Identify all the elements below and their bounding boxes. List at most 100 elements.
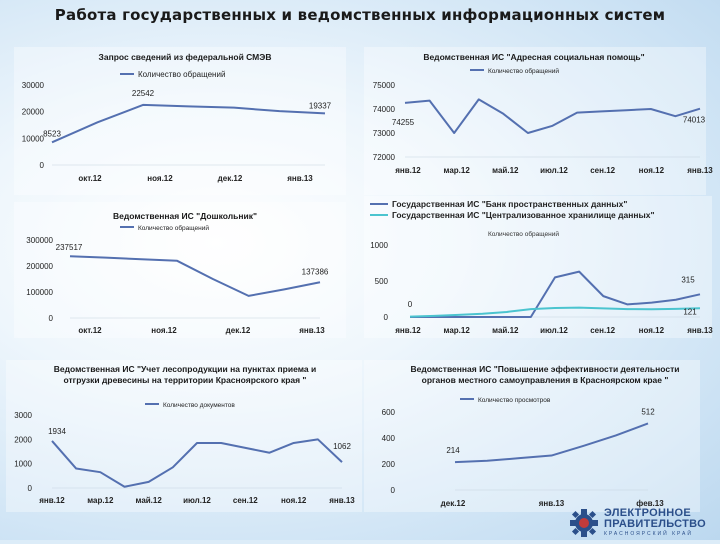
legend-label: Количество просмотров: [478, 397, 551, 404]
x-tick-label: май.12: [492, 326, 519, 335]
data-label: 1062: [333, 442, 351, 451]
x-tick-label: дек.12: [226, 326, 251, 335]
x-tick-label: июл.12: [540, 166, 568, 175]
chart-panel: [364, 360, 700, 512]
series-line: [51, 103, 326, 144]
x-tick-label: май.12: [492, 166, 519, 175]
chart-panel: [6, 360, 362, 512]
data-label: 0: [408, 300, 413, 309]
y-tick-label: 2000: [14, 435, 32, 444]
y-tick-label: 0: [28, 484, 33, 493]
chart-panel: [364, 47, 706, 195]
chart-title: Ведомственная ИС "Адресная социальная по…: [423, 52, 644, 62]
series-line: [51, 438, 343, 488]
chart-panel: [14, 47, 346, 195]
x-tick-label: янв.13: [687, 326, 713, 335]
chart-5: Ведомственная ИС "Учет лесопродукции на …: [6, 360, 362, 512]
series-line: [409, 306, 701, 318]
chart-title: Ведомственная ИС "Учет лесопродукции на …: [54, 364, 316, 374]
data-label: 8523: [43, 129, 61, 138]
y-tick-label: 600: [382, 408, 396, 417]
chart-2: Ведомственная ИС "Адресная социальная по…: [364, 47, 713, 195]
legend-caption: Количество обращений: [488, 230, 559, 238]
x-tick-label: окт.12: [78, 326, 102, 335]
x-tick-label: сен.12: [590, 326, 615, 335]
chart-panel: [14, 202, 346, 338]
x-tick-label: янв.13: [287, 174, 313, 183]
legend-label: Государственная ИС "Централизованное хра…: [392, 210, 655, 220]
y-tick-label: 200: [382, 460, 396, 469]
y-tick-label: 0: [49, 314, 54, 323]
chart-title: Запрос сведений из федеральной СМЭВ: [99, 52, 272, 62]
brand-logo: ЭЛЕКТРОННОЕ ПРАВИТЕЛЬСТВО КРАСНОЯРСКИЙ К…: [568, 507, 718, 539]
legend-label: Количество обращений: [138, 224, 209, 232]
y-tick-label: 0: [40, 161, 45, 170]
data-label: 512: [641, 407, 655, 416]
x-tick-label: июл.12: [540, 326, 568, 335]
x-tick-label: окт.12: [78, 174, 102, 183]
legend-label: Количество обращений: [138, 70, 225, 79]
x-tick-label: мар.12: [444, 166, 471, 175]
x-tick-label: сен.12: [590, 166, 615, 175]
y-tick-label: 10000: [22, 134, 45, 143]
data-label: 237517: [56, 243, 83, 252]
x-tick-label: дек.12: [218, 174, 243, 183]
legend-label: Государственная ИС "Банк пространственны…: [392, 199, 627, 209]
chart-title: органов местного самоуправления в Красно…: [422, 375, 669, 385]
series-line: [410, 270, 701, 318]
y-tick-label: 0: [391, 486, 396, 495]
x-tick-label: дек.12: [441, 499, 466, 508]
y-tick-label: 500: [375, 277, 389, 286]
y-tick-label: 72000: [373, 153, 396, 162]
x-tick-label: янв.13: [687, 166, 713, 175]
logo-line-2: ПРАВИТЕЛЬСТВО: [604, 518, 706, 530]
data-label: 315: [681, 275, 695, 284]
chart-title: Ведомственная ИС "Дошкольник": [113, 211, 257, 221]
y-tick-label: 73000: [373, 129, 396, 138]
y-tick-label: 1000: [370, 241, 388, 250]
chart-1: Запрос сведений из федеральной СМЭВ Колич…: [14, 47, 346, 195]
logo-line-3: КРАСНОЯРСКИЙ КРАЙ: [604, 531, 693, 537]
y-tick-label: 100000: [26, 288, 53, 297]
chart-6: Ведомственная ИС "Повышение эффективност…: [364, 360, 700, 512]
series-line: [69, 255, 321, 297]
data-label: 214: [446, 446, 460, 455]
y-tick-label: 20000: [22, 108, 45, 117]
y-tick-label: 30000: [22, 81, 45, 90]
x-tick-label: фев.13: [636, 499, 664, 508]
legend-label: Количество обращений: [488, 67, 559, 75]
x-tick-label: янв.13: [299, 326, 325, 335]
x-tick-label: янв.12: [39, 496, 65, 505]
x-tick-label: июл.12: [183, 496, 211, 505]
chart-4: Государственная ИС "Банк пространственны…: [364, 196, 713, 338]
y-tick-label: 300000: [26, 236, 53, 245]
x-tick-label: янв.13: [329, 496, 355, 505]
data-label: 1934: [48, 427, 66, 436]
x-tick-label: ноя.12: [639, 166, 665, 175]
data-label: 19337: [309, 101, 332, 110]
x-tick-label: сен.12: [233, 496, 258, 505]
y-tick-label: 1000: [14, 460, 32, 469]
chart-title: отгрузки древесины на территории Красноя…: [64, 375, 307, 385]
x-tick-label: ноя.12: [281, 496, 307, 505]
y-tick-label: 200000: [26, 262, 53, 271]
x-tick-label: ноя.12: [147, 174, 173, 183]
data-label: 22542: [132, 89, 155, 98]
data-label: 74013: [683, 116, 706, 125]
x-tick-label: янв.12: [395, 166, 421, 175]
series-line: [404, 98, 701, 134]
gear-emblem-icon: [570, 509, 598, 537]
x-tick-label: ноя.12: [639, 326, 665, 335]
y-tick-label: 400: [382, 434, 396, 443]
y-tick-label: 74000: [373, 105, 396, 114]
y-tick-label: 0: [384, 313, 389, 322]
y-tick-label: 75000: [373, 81, 396, 90]
x-tick-label: мар.12: [444, 326, 471, 335]
data-label: 137386: [302, 267, 329, 276]
series-line: [454, 422, 649, 464]
data-label: 121: [683, 307, 697, 316]
logo-line-1: ЭЛЕКТРОННОЕ: [604, 507, 691, 519]
chart-panel: [364, 196, 712, 338]
